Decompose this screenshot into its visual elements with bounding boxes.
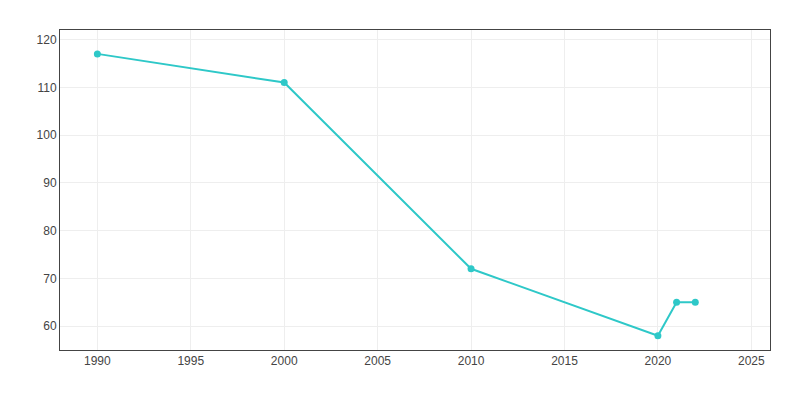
svg-text:90: 90 — [43, 176, 57, 190]
svg-text:70: 70 — [43, 272, 57, 286]
svg-text:1995: 1995 — [177, 354, 204, 368]
svg-text:2000: 2000 — [271, 354, 298, 368]
svg-text:100: 100 — [37, 128, 57, 142]
svg-text:2025: 2025 — [738, 354, 765, 368]
svg-text:120: 120 — [37, 33, 57, 47]
svg-text:2020: 2020 — [645, 354, 672, 368]
svg-text:60: 60 — [43, 319, 57, 333]
svg-text:110: 110 — [37, 81, 56, 95]
svg-text:2015: 2015 — [551, 354, 578, 368]
svg-text:1990: 1990 — [84, 354, 111, 368]
svg-text:2005: 2005 — [364, 354, 391, 368]
svg-text:80: 80 — [43, 224, 57, 238]
svg-text:2010: 2010 — [458, 354, 485, 368]
